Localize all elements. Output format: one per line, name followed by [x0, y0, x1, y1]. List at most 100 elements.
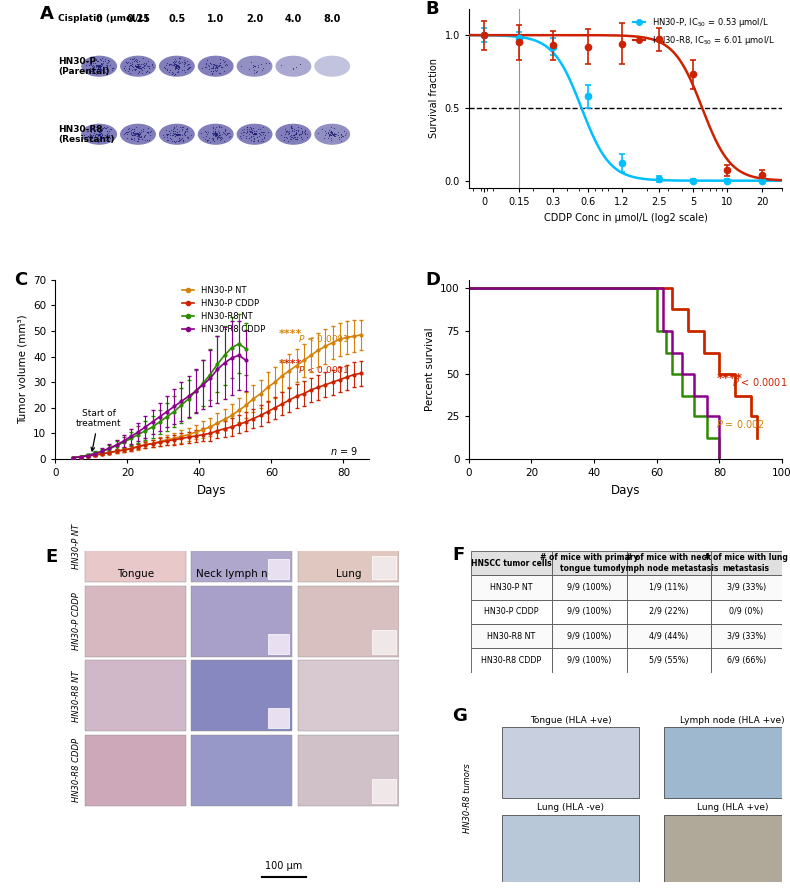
FancyBboxPatch shape	[298, 511, 399, 583]
FancyBboxPatch shape	[191, 735, 292, 805]
FancyBboxPatch shape	[710, 649, 782, 673]
FancyBboxPatch shape	[371, 556, 396, 579]
Circle shape	[198, 56, 233, 76]
X-axis label: CDDP Conc in μmol/L (log2 scale): CDDP Conc in μmol/L (log2 scale)	[544, 213, 707, 223]
Text: HN30-R8 CDDP: HN30-R8 CDDP	[481, 656, 542, 666]
Circle shape	[315, 56, 349, 76]
FancyBboxPatch shape	[552, 624, 626, 649]
Text: HN30-P CDDP: HN30-P CDDP	[484, 608, 539, 617]
Text: HNSCC tumor cells: HNSCC tumor cells	[471, 559, 552, 568]
FancyBboxPatch shape	[471, 624, 552, 649]
Circle shape	[276, 125, 310, 144]
FancyBboxPatch shape	[626, 576, 710, 600]
Text: F: F	[453, 546, 465, 564]
Text: 9/9 (100%): 9/9 (100%)	[567, 583, 611, 592]
FancyBboxPatch shape	[710, 624, 782, 649]
Text: 4.0: 4.0	[284, 14, 302, 24]
Text: 2/9 (22%): 2/9 (22%)	[649, 608, 688, 617]
FancyBboxPatch shape	[298, 585, 399, 657]
Circle shape	[237, 56, 272, 76]
Text: E: E	[45, 548, 57, 566]
Text: HN30-P NT: HN30-P NT	[491, 583, 532, 592]
FancyBboxPatch shape	[471, 551, 552, 576]
Circle shape	[160, 125, 194, 144]
Text: HN30-R8 CDDP: HN30-R8 CDDP	[72, 739, 81, 802]
Text: 5/9 (55%): 5/9 (55%)	[649, 656, 688, 666]
Text: 4/9 (44%): 4/9 (44%)	[649, 632, 688, 641]
Text: HN30-P CDDP: HN30-P CDDP	[72, 593, 81, 650]
FancyBboxPatch shape	[191, 585, 292, 657]
Text: Lung (HLA -ve): Lung (HLA -ve)	[537, 803, 604, 813]
Text: $\it{P}$ < 0.0001: $\it{P}$ < 0.0001	[299, 364, 350, 375]
Text: Tongue (HLA +ve): Tongue (HLA +ve)	[530, 715, 611, 724]
Text: 0: 0	[96, 14, 103, 24]
FancyBboxPatch shape	[85, 660, 186, 732]
Text: B: B	[425, 0, 438, 18]
Text: # of mice with neck
lymph node metastasis: # of mice with neck lymph node metastasi…	[619, 553, 719, 573]
FancyBboxPatch shape	[471, 600, 552, 624]
FancyBboxPatch shape	[269, 634, 289, 653]
Text: ****: ****	[279, 329, 302, 339]
FancyBboxPatch shape	[626, 551, 710, 576]
Text: HN30-R8 tumors: HN30-R8 tumors	[464, 763, 472, 833]
Text: 0/9 (0%): 0/9 (0%)	[729, 608, 763, 617]
Circle shape	[198, 125, 233, 144]
Text: Lung (HLA +ve): Lung (HLA +ve)	[697, 803, 768, 813]
Text: A: A	[40, 5, 54, 23]
FancyBboxPatch shape	[626, 624, 710, 649]
Text: Cisplatin (µmol/L): Cisplatin (µmol/L)	[58, 14, 149, 23]
FancyBboxPatch shape	[471, 649, 552, 673]
FancyBboxPatch shape	[502, 814, 639, 886]
Y-axis label: Percent survival: Percent survival	[424, 328, 434, 412]
Text: ****: ****	[279, 359, 302, 369]
FancyBboxPatch shape	[85, 585, 186, 657]
Text: HN30-R8
(Resistant): HN30-R8 (Resistant)	[58, 125, 115, 144]
Text: 0.5: 0.5	[168, 14, 186, 24]
Text: Start of
treatment: Start of treatment	[76, 409, 122, 451]
FancyBboxPatch shape	[371, 780, 396, 803]
Text: # of mice with primary
tongue tumor: # of mice with primary tongue tumor	[540, 553, 638, 573]
Text: G: G	[453, 707, 468, 724]
Circle shape	[121, 56, 155, 76]
Text: 3/9 (33%): 3/9 (33%)	[727, 583, 766, 592]
FancyBboxPatch shape	[552, 600, 626, 624]
Text: 100 µm: 100 µm	[265, 862, 303, 871]
Y-axis label: Survival fraction: Survival fraction	[429, 59, 439, 138]
Text: $\it{P}$ < 0.0001: $\it{P}$ < 0.0001	[299, 333, 350, 344]
Text: 6/9 (66%): 6/9 (66%)	[727, 656, 766, 666]
FancyBboxPatch shape	[269, 560, 289, 579]
FancyBboxPatch shape	[269, 708, 289, 728]
Text: 1.0: 1.0	[207, 14, 224, 24]
Text: # of mice with lung
metastasis: # of mice with lung metastasis	[705, 553, 788, 573]
FancyBboxPatch shape	[626, 600, 710, 624]
Text: 9/9 (100%): 9/9 (100%)	[567, 632, 611, 641]
FancyBboxPatch shape	[664, 814, 790, 886]
Text: 9/9 (100%): 9/9 (100%)	[567, 608, 611, 617]
FancyBboxPatch shape	[471, 576, 552, 600]
Text: $\it{P}$ < 0.0001: $\it{P}$ < 0.0001	[732, 376, 788, 388]
Legend: HN30-P, IC$_{50}$ = 0.53 μmol/L, HN30-R8, IC$_{50}$ = 6.01 μmol/L: HN30-P, IC$_{50}$ = 0.53 μmol/L, HN30-R8…	[629, 13, 778, 50]
FancyBboxPatch shape	[502, 727, 639, 797]
Text: HN30-P
(Parental): HN30-P (Parental)	[58, 56, 110, 76]
FancyBboxPatch shape	[710, 576, 782, 600]
FancyBboxPatch shape	[298, 660, 399, 732]
Text: 0.25: 0.25	[126, 14, 150, 24]
Legend: HN30-P NT, HN30-P CDDP, HN30-R8 NT, HN30-R8 CDDP: HN30-P NT, HN30-P CDDP, HN30-R8 NT, HN30…	[179, 282, 269, 338]
Circle shape	[160, 56, 194, 76]
Text: ****: ****	[717, 372, 743, 385]
X-axis label: Days: Days	[198, 484, 227, 496]
FancyBboxPatch shape	[191, 660, 292, 732]
Circle shape	[276, 56, 310, 76]
Circle shape	[121, 125, 155, 144]
FancyBboxPatch shape	[371, 630, 396, 653]
Text: Lung: Lung	[336, 569, 361, 579]
Text: Neck lymph node: Neck lymph node	[196, 569, 288, 579]
Circle shape	[237, 125, 272, 144]
FancyBboxPatch shape	[298, 735, 399, 805]
Text: HN30-R8 NT: HN30-R8 NT	[72, 670, 81, 722]
Text: Tongue: Tongue	[117, 569, 154, 579]
Text: D: D	[425, 271, 440, 289]
FancyBboxPatch shape	[710, 600, 782, 624]
Text: 2.0: 2.0	[246, 14, 263, 24]
Text: $\it{P}$ = 0.002: $\it{P}$ = 0.002	[717, 418, 766, 430]
